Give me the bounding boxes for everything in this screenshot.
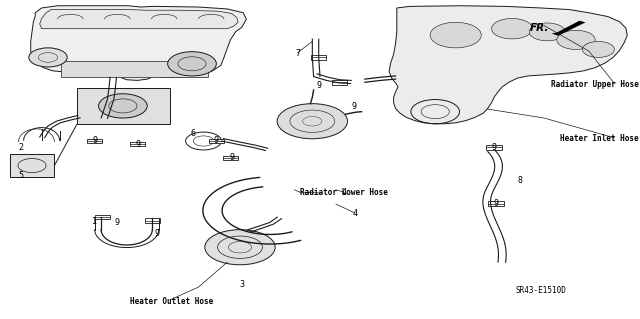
Bar bbox=[95, 215, 110, 219]
Text: 9: 9 bbox=[229, 153, 234, 162]
Bar bbox=[61, 61, 208, 77]
Circle shape bbox=[529, 23, 565, 41]
Text: 2: 2 bbox=[19, 143, 24, 152]
Bar bbox=[77, 88, 170, 124]
Circle shape bbox=[99, 94, 147, 118]
Text: Heater Outlet Hose: Heater Outlet Hose bbox=[130, 297, 213, 306]
Text: Heater Inlet Hose: Heater Inlet Hose bbox=[560, 134, 639, 143]
Text: 7: 7 bbox=[295, 49, 300, 58]
Text: 3: 3 bbox=[239, 280, 244, 289]
Text: 9: 9 bbox=[316, 81, 321, 90]
Bar bbox=[488, 201, 504, 206]
Bar bbox=[209, 139, 224, 143]
Text: SR43-E1510D: SR43-E1510D bbox=[515, 286, 566, 295]
Text: 6: 6 bbox=[191, 129, 196, 138]
Circle shape bbox=[168, 52, 216, 76]
Polygon shape bbox=[40, 10, 238, 29]
Bar bbox=[332, 80, 347, 85]
Text: FR.: FR. bbox=[530, 24, 549, 33]
Bar bbox=[223, 156, 238, 160]
Text: 9: 9 bbox=[154, 229, 159, 238]
Circle shape bbox=[205, 230, 275, 265]
Text: 4: 4 bbox=[342, 189, 347, 197]
Polygon shape bbox=[389, 6, 627, 124]
Circle shape bbox=[277, 104, 348, 139]
Circle shape bbox=[430, 22, 481, 48]
Text: Radiator Upper Hose: Radiator Upper Hose bbox=[551, 80, 639, 89]
Text: 9: 9 bbox=[135, 140, 140, 149]
Circle shape bbox=[582, 41, 614, 57]
Text: 8: 8 bbox=[517, 176, 522, 185]
Bar bbox=[130, 142, 145, 146]
Circle shape bbox=[29, 48, 67, 67]
Text: 1: 1 bbox=[92, 217, 97, 226]
Text: 9: 9 bbox=[115, 218, 120, 227]
Text: 9: 9 bbox=[492, 143, 497, 152]
Polygon shape bbox=[31, 6, 246, 80]
Bar bbox=[10, 154, 54, 177]
Text: 9: 9 bbox=[214, 137, 219, 145]
Text: 9: 9 bbox=[493, 199, 499, 208]
Bar bbox=[145, 219, 160, 223]
Circle shape bbox=[492, 19, 532, 39]
Bar bbox=[311, 55, 326, 60]
Bar bbox=[486, 145, 502, 150]
Text: 5: 5 bbox=[19, 171, 24, 180]
Text: 4: 4 bbox=[353, 209, 358, 218]
Polygon shape bbox=[552, 19, 586, 36]
Circle shape bbox=[557, 30, 595, 49]
Text: 9: 9 bbox=[351, 102, 356, 111]
Bar bbox=[87, 139, 102, 143]
Text: Radiator Lower Hose: Radiator Lower Hose bbox=[300, 189, 387, 197]
Text: 9: 9 bbox=[92, 137, 97, 145]
